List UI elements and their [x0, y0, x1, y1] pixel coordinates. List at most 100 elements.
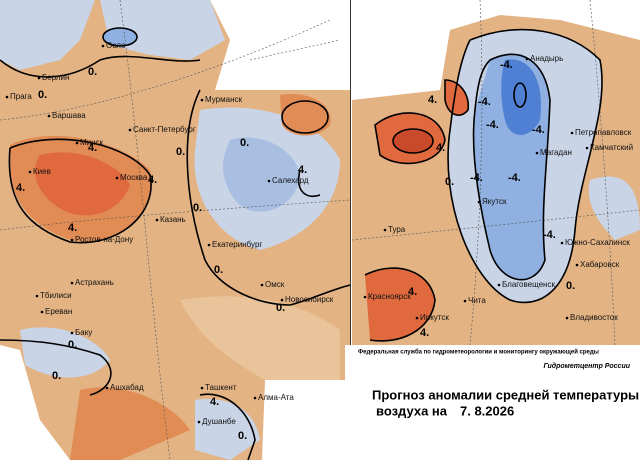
- city-dot: [570, 131, 574, 135]
- city-label: Ташкент: [205, 383, 237, 392]
- city-dot: [105, 386, 109, 390]
- contour-label: 4.: [436, 142, 445, 154]
- contour-label: 4.: [298, 164, 307, 176]
- city-label: Ереван: [45, 307, 72, 316]
- contour-label: -4.: [470, 172, 483, 184]
- city-dot: [207, 243, 211, 247]
- city-label: Казань: [160, 215, 186, 224]
- city-label: Баку: [75, 328, 92, 337]
- city-label: Омск: [265, 280, 285, 289]
- city-dot: [260, 283, 264, 287]
- city-dot: [267, 179, 271, 183]
- city-label: Санкт-Петербург: [133, 125, 196, 134]
- city-dot: [75, 141, 79, 145]
- city-dot: [47, 114, 51, 118]
- contour-label: 4.: [16, 182, 25, 194]
- contour-label: 0.: [38, 89, 47, 101]
- contour-label: -4.: [532, 124, 545, 136]
- city-label: Душанбе: [202, 417, 236, 426]
- city-dot: [280, 298, 284, 302]
- city-dot: [363, 295, 367, 299]
- city-label: Камчатский: [590, 143, 633, 152]
- city-label: Варшава: [52, 111, 86, 120]
- contour-label: 0.: [276, 302, 285, 314]
- contour-label: 4.: [148, 174, 157, 186]
- right-map: [352, 0, 640, 345]
- city-dot: [101, 44, 105, 48]
- city-dot: [525, 57, 529, 61]
- city-label: Мурманск: [205, 95, 242, 104]
- city-label: Чита: [468, 296, 486, 305]
- contour-label: -4.: [508, 172, 521, 184]
- city-dot: [115, 176, 119, 180]
- city-label: Москва: [120, 173, 148, 182]
- city-label: Новосибирск: [285, 295, 334, 304]
- contour-label: 0.: [52, 370, 61, 382]
- city-dot: [575, 263, 579, 267]
- contour-label: 4.: [210, 396, 219, 408]
- title-date: 7. 8.2026: [460, 403, 514, 418]
- city-dot: [585, 146, 589, 150]
- city-dot: [37, 76, 41, 80]
- contour-label: 4.: [428, 94, 437, 106]
- contour-label: 4.: [68, 222, 77, 234]
- city-dot: [197, 420, 201, 424]
- city-label: Тура: [388, 225, 406, 234]
- contour-label: 0.: [214, 264, 223, 276]
- contour-label: 0.: [445, 176, 454, 188]
- contour-label: 4.: [408, 286, 417, 298]
- city-dot: [200, 386, 204, 390]
- city-dot: [40, 310, 44, 314]
- city-label: Берлин: [42, 73, 69, 82]
- contour-label: -4.: [486, 119, 499, 131]
- contour-label: -4.: [478, 96, 491, 108]
- contour-label: 0.: [240, 137, 249, 149]
- city-dot: [70, 331, 74, 335]
- city-dot: [128, 128, 132, 132]
- city-label: Осло: [106, 41, 126, 50]
- city-dot: [477, 200, 481, 204]
- contour-label: -4.: [543, 229, 556, 241]
- city-label: Прага: [10, 92, 32, 101]
- contour-label: 0.: [193, 202, 202, 214]
- city-dot: [70, 281, 74, 285]
- city-label: Анадырь: [530, 54, 563, 63]
- contour-label: 0.: [238, 430, 247, 442]
- city-dot: [70, 238, 74, 242]
- city-label: Ашхабад: [110, 383, 144, 392]
- city-dot: [253, 396, 257, 400]
- city-dot: [383, 228, 387, 232]
- caption-box: [345, 345, 640, 460]
- city-label: Салехард: [272, 176, 309, 185]
- city-label: Красноярск: [368, 292, 411, 301]
- city-label: Екатеринбург: [212, 240, 262, 249]
- city-label: Владивосток: [570, 313, 618, 322]
- city-label: Минск: [80, 138, 104, 147]
- agency: Федеральная служба по гидрометеорологии …: [358, 349, 599, 356]
- contour-label: 4.: [88, 142, 97, 154]
- city-label: Магадан: [540, 148, 572, 157]
- city-label: Якутск: [482, 197, 507, 206]
- city-label: Киев: [33, 167, 51, 176]
- contour-label: 0.: [88, 66, 97, 78]
- city-dot: [415, 316, 419, 320]
- contour-label: 0.: [176, 146, 185, 158]
- city-label: Петропавловск: [575, 128, 632, 137]
- city-dot: [560, 241, 564, 245]
- contour-label: 0.: [68, 339, 77, 351]
- title-line2: воздуха на: [376, 403, 448, 418]
- contour-label: 0.: [566, 280, 575, 292]
- city-dot: [565, 316, 569, 320]
- city-label: Иркутск: [420, 313, 449, 322]
- city-dot: [535, 151, 539, 155]
- city-label: Алма-Ата: [258, 393, 294, 402]
- city-label: Благовещенск: [502, 280, 555, 289]
- city-dot: [463, 299, 467, 303]
- city-dot: [200, 98, 204, 102]
- city-dot: [35, 294, 39, 298]
- city-dot: [5, 95, 9, 99]
- city-label: Южно-Сахалинск: [565, 238, 630, 247]
- city-dot: [155, 218, 159, 222]
- contour-label: 4.: [420, 327, 429, 339]
